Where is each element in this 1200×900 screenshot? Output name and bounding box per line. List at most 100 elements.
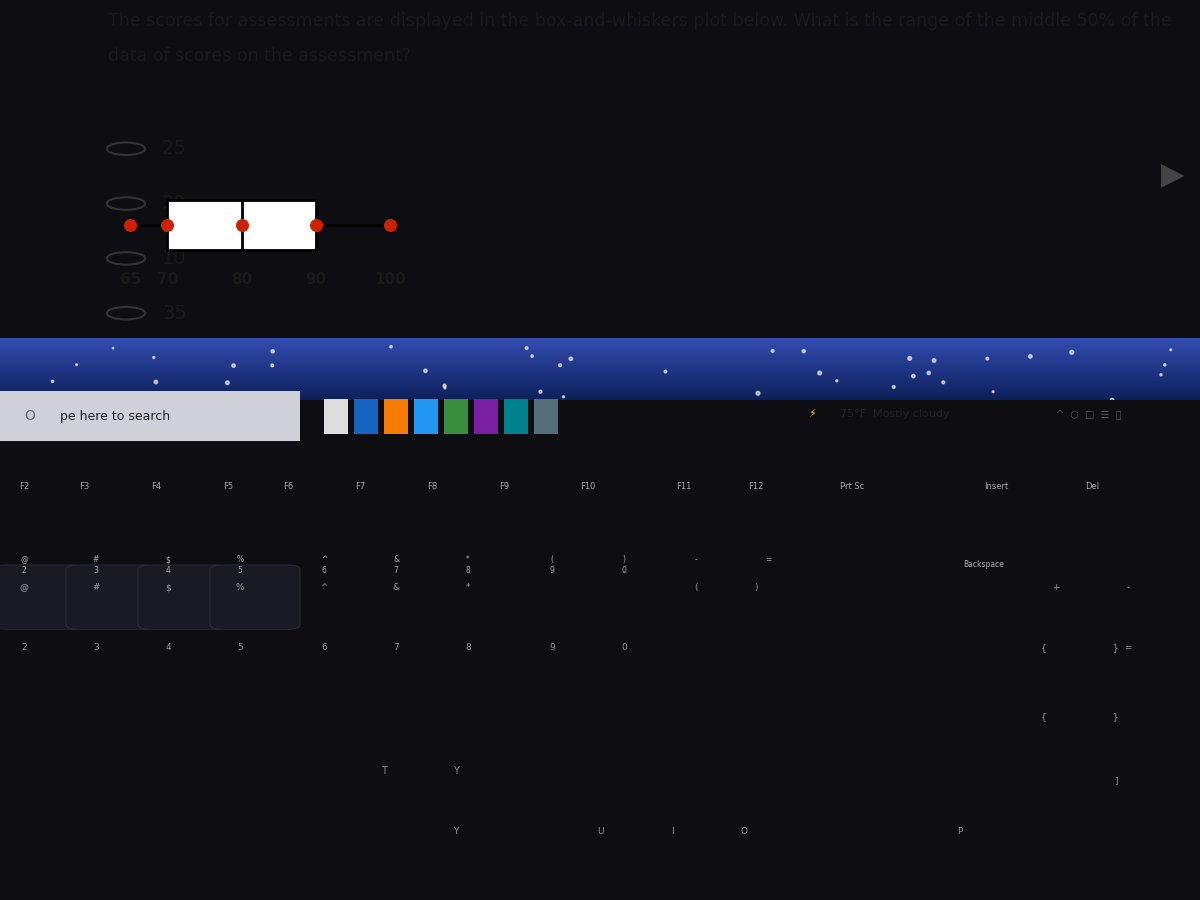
Text: F12: F12 — [749, 482, 763, 491]
Text: Prt Sc: Prt Sc — [840, 482, 864, 491]
Text: &
7: & 7 — [394, 555, 398, 574]
Point — [144, 350, 163, 365]
Text: I: I — [671, 826, 673, 835]
Text: (: ( — [695, 583, 697, 592]
Point — [1021, 349, 1040, 364]
Point — [919, 365, 938, 380]
Text: Insert: Insert — [984, 482, 1008, 491]
Text: *: * — [466, 583, 470, 592]
Point — [517, 341, 536, 356]
Text: P: P — [958, 826, 962, 835]
Point — [224, 358, 244, 373]
Text: 8: 8 — [466, 643, 470, 652]
Text: 10: 10 — [162, 249, 187, 268]
Point — [904, 369, 923, 383]
Text: 80: 80 — [232, 272, 252, 286]
Point — [382, 339, 401, 354]
Text: =: = — [764, 555, 772, 574]
Text: O: O — [740, 826, 748, 835]
Text: +: + — [1052, 583, 1060, 592]
Text: 35: 35 — [162, 303, 187, 323]
Bar — [504, 399, 528, 434]
Text: @
2: @ 2 — [20, 555, 28, 574]
Text: $: $ — [166, 583, 170, 592]
Point — [551, 358, 570, 373]
Text: U: U — [596, 826, 604, 835]
Point — [763, 344, 782, 358]
Text: 4: 4 — [166, 643, 170, 652]
Point — [67, 357, 86, 372]
Point — [436, 381, 455, 395]
Point — [263, 358, 282, 373]
Point — [380, 218, 400, 232]
Text: F5: F5 — [223, 482, 233, 491]
Point — [749, 386, 768, 400]
Text: {: { — [1042, 712, 1046, 721]
Point — [924, 354, 943, 368]
Text: (
9: ( 9 — [550, 555, 554, 574]
Point — [306, 218, 325, 232]
FancyBboxPatch shape — [66, 565, 156, 629]
Text: {: { — [1042, 643, 1046, 652]
Text: =: = — [1124, 643, 1132, 652]
Point — [900, 351, 919, 365]
Point — [794, 344, 814, 358]
Text: Del: Del — [1085, 482, 1099, 491]
Text: Backspace: Backspace — [964, 561, 1004, 570]
Point — [263, 344, 282, 358]
Text: The scores for assessments are displayed in the box-and-whiskers plot below. Wha: The scores for assessments are displayed… — [108, 12, 1171, 30]
Text: -: - — [1127, 583, 1129, 592]
Text: F11: F11 — [677, 482, 691, 491]
Text: ⚡: ⚡ — [809, 409, 816, 419]
Point — [978, 351, 997, 365]
Text: Y: Y — [454, 767, 458, 777]
Point — [884, 380, 904, 394]
Text: 90: 90 — [305, 272, 326, 286]
Point — [554, 390, 574, 404]
Text: ): ) — [755, 583, 757, 592]
Text: #
3: # 3 — [92, 555, 100, 574]
Text: F4: F4 — [151, 482, 161, 491]
Text: F6: F6 — [283, 482, 293, 491]
Point — [984, 384, 1003, 399]
Point — [827, 374, 846, 388]
Text: ^
6: ^ 6 — [320, 555, 328, 574]
Text: ^  ⬡  □  ☰  🔊: ^ ⬡ □ ☰ 🔊 — [1056, 409, 1122, 419]
Text: F10: F10 — [581, 482, 595, 491]
Text: &: & — [392, 583, 400, 592]
Point — [146, 374, 166, 389]
Point — [562, 352, 581, 366]
Bar — [474, 399, 498, 434]
Text: 20: 20 — [162, 194, 187, 213]
Text: 0: 0 — [622, 643, 626, 652]
Text: F2: F2 — [19, 482, 29, 491]
Text: Y: Y — [454, 826, 458, 835]
Text: ^: ^ — [320, 583, 328, 592]
Text: F7: F7 — [355, 482, 365, 491]
Text: 5: 5 — [238, 643, 242, 652]
Text: 25: 25 — [162, 140, 187, 158]
Bar — [168, 201, 316, 249]
Bar — [444, 399, 468, 434]
Point — [416, 364, 436, 378]
Bar — [534, 399, 558, 434]
Text: %
5: % 5 — [236, 555, 244, 574]
Point — [158, 218, 178, 232]
Text: F9: F9 — [499, 482, 509, 491]
Text: 75°F  Mostly cloudy: 75°F Mostly cloudy — [840, 409, 949, 419]
Point — [1152, 367, 1171, 382]
Text: 6: 6 — [322, 643, 326, 652]
Text: ▶: ▶ — [1160, 162, 1184, 191]
Text: F8: F8 — [427, 482, 437, 491]
Point — [934, 375, 953, 390]
Text: #: # — [92, 583, 100, 592]
FancyBboxPatch shape — [210, 565, 300, 629]
FancyBboxPatch shape — [138, 565, 228, 629]
Point — [232, 218, 251, 232]
Text: 9: 9 — [550, 643, 554, 652]
FancyBboxPatch shape — [0, 392, 300, 441]
Text: %: % — [235, 583, 245, 592]
Point — [121, 218, 140, 232]
Bar — [354, 399, 378, 434]
Text: }: } — [1114, 643, 1118, 652]
